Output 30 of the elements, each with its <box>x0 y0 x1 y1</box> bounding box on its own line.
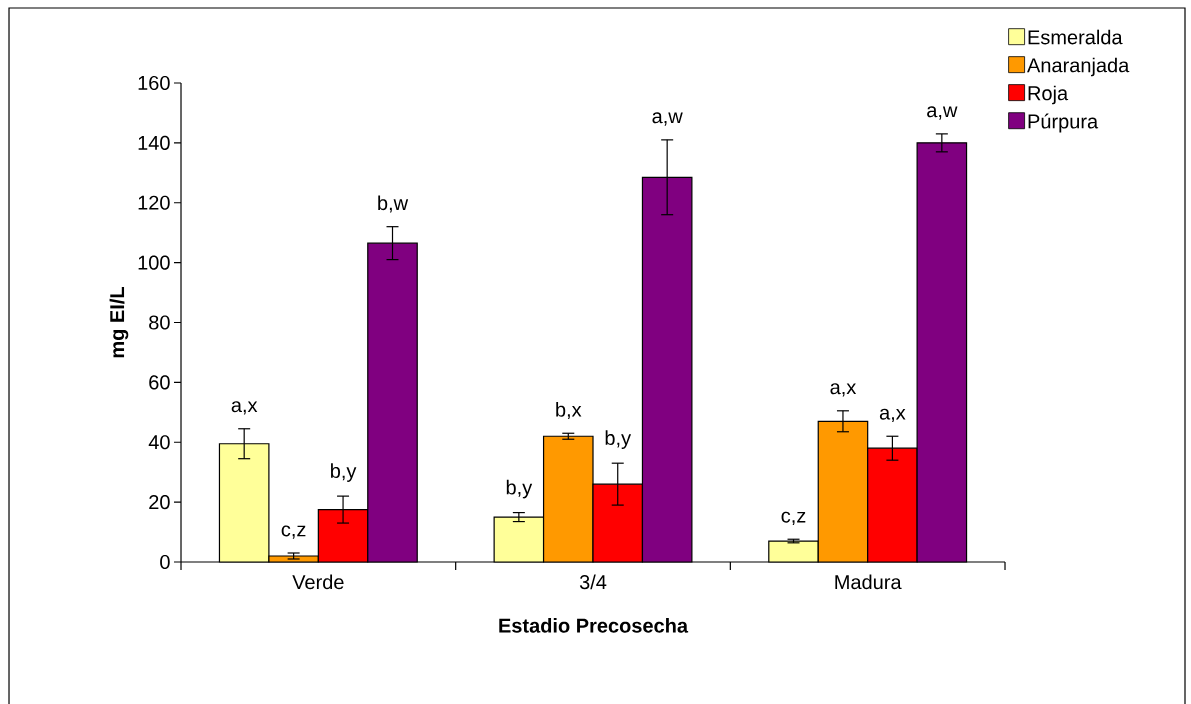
y-tick-label: 160 <box>138 75 170 91</box>
data-label: c,z <box>281 525 306 539</box>
legend-label: Esmeralda <box>1028 29 1123 45</box>
y-tick-label: 60 <box>149 375 170 390</box>
data-label: a,w <box>652 112 683 126</box>
data-label: a,x <box>879 408 906 423</box>
y-tick-label: 20 <box>149 495 170 510</box>
x-axis-title: Estadio Precosecha <box>499 618 689 633</box>
legend-label: Roja <box>1028 85 1069 105</box>
x-tick-label: 3/4 <box>579 574 607 590</box>
legend-label: Anaranjada <box>1027 57 1130 77</box>
data-label: b,y <box>331 463 357 482</box>
y-tick-label: 140 <box>138 135 170 150</box>
y-axis-title: mg EI/L <box>109 286 129 358</box>
y-tick-label: 100 <box>138 255 170 270</box>
y-tick-label: 0 <box>160 554 170 570</box>
data-label: b,y <box>605 430 632 449</box>
data-label: a,w <box>927 106 958 120</box>
x-tick-label: Verde <box>292 574 344 590</box>
x-tick-label: Madura <box>835 574 902 590</box>
y-tick-label: 120 <box>138 195 170 210</box>
y-tick-label: 80 <box>149 315 170 330</box>
data-label: c,z <box>781 511 806 526</box>
y-tick-label: 40 <box>148 435 170 450</box>
data-label: a,x <box>231 401 258 415</box>
data-label: b,x <box>556 401 582 420</box>
legend-label: Púrpura <box>1028 113 1099 133</box>
data-label: a,x <box>830 383 857 397</box>
data-label: b,y <box>506 479 533 499</box>
data-label: b,w <box>378 195 409 213</box>
